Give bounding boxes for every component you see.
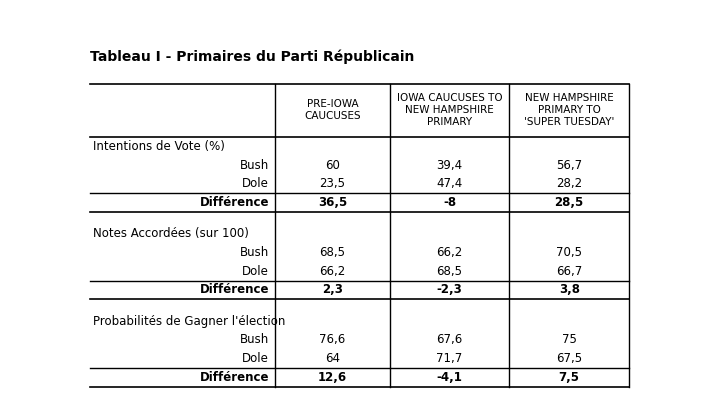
Text: Dole: Dole xyxy=(242,178,269,191)
Text: 66,7: 66,7 xyxy=(556,265,583,278)
Text: 60: 60 xyxy=(325,159,340,172)
Text: Notes Accordées (sur 100): Notes Accordées (sur 100) xyxy=(93,227,249,240)
Text: 68,5: 68,5 xyxy=(319,246,345,259)
Text: 23,5: 23,5 xyxy=(319,178,345,191)
Text: 70,5: 70,5 xyxy=(556,246,582,259)
Text: Différence: Différence xyxy=(199,284,269,296)
Text: Bush: Bush xyxy=(239,246,269,259)
Text: IOWA CAUCUSES TO
NEW HAMPSHIRE
PRIMARY: IOWA CAUCUSES TO NEW HAMPSHIRE PRIMARY xyxy=(397,93,503,127)
Text: Tableau I - Primaires du Parti Républicain: Tableau I - Primaires du Parti Républica… xyxy=(91,50,415,65)
Text: 2,3: 2,3 xyxy=(322,284,343,296)
Text: 47,4: 47,4 xyxy=(437,178,463,191)
Text: 76,6: 76,6 xyxy=(319,334,345,347)
Text: 12,6: 12,6 xyxy=(318,371,347,384)
Text: NEW HAMPSHIRE
PRIMARY TO
'SUPER TUESDAY': NEW HAMPSHIRE PRIMARY TO 'SUPER TUESDAY' xyxy=(524,93,614,127)
Text: Dole: Dole xyxy=(242,265,269,278)
Text: 56,7: 56,7 xyxy=(556,159,582,172)
Text: 39,4: 39,4 xyxy=(437,159,463,172)
Text: 64: 64 xyxy=(325,352,340,365)
Text: 36,5: 36,5 xyxy=(318,196,347,209)
Text: Intentions de Vote (%): Intentions de Vote (%) xyxy=(93,140,225,153)
Text: Différence: Différence xyxy=(199,371,269,384)
Text: 66,2: 66,2 xyxy=(437,246,463,259)
Text: 66,2: 66,2 xyxy=(319,265,345,278)
Text: 68,5: 68,5 xyxy=(437,265,463,278)
Text: Différence: Différence xyxy=(199,196,269,209)
Text: 67,6: 67,6 xyxy=(437,334,463,347)
Text: Probabilités de Gagner l'élection: Probabilités de Gagner l'élection xyxy=(93,314,286,327)
Text: 7,5: 7,5 xyxy=(559,371,580,384)
Text: 67,5: 67,5 xyxy=(556,352,582,365)
Text: 28,2: 28,2 xyxy=(556,178,582,191)
Text: 71,7: 71,7 xyxy=(437,352,463,365)
Text: -8: -8 xyxy=(443,196,456,209)
Text: 75: 75 xyxy=(562,334,576,347)
Text: 28,5: 28,5 xyxy=(555,196,584,209)
Text: -4,1: -4,1 xyxy=(437,371,463,384)
Text: 3,8: 3,8 xyxy=(559,284,580,296)
Text: -2,3: -2,3 xyxy=(437,284,463,296)
Text: PRE-IOWA
CAUCUSES: PRE-IOWA CAUCUSES xyxy=(304,99,361,121)
Text: Bush: Bush xyxy=(239,334,269,347)
Text: Dole: Dole xyxy=(242,352,269,365)
Text: Bush: Bush xyxy=(239,159,269,172)
